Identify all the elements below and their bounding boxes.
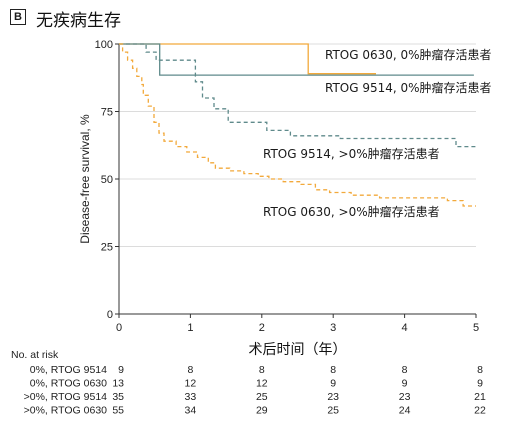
x-tick-label: 0 [116,322,122,334]
series-line-4 [119,43,476,207]
risk-cell: 9 [330,378,336,390]
risk-cell: 25 [256,391,268,403]
axes: 0 25 50 75 100 0 1 2 3 4 5 术后时间（年） Disease-free surv… [78,39,479,358]
series-lines [119,43,476,207]
series-label-3: RTOG 9514, >0%肿瘤存活患者 [263,146,440,161]
risk-cell: 34 [185,405,197,417]
risk-cell: 23 [399,391,411,403]
risk-cell: 8 [330,364,336,376]
risk-cell: 9 [477,378,483,390]
y-tick-label: 25 [101,242,113,254]
risk-cell: 8 [259,364,265,376]
panel-label: B [10,9,26,25]
risk-row-label: >0%, RTOG 0630 [24,405,108,417]
risk-row-label: 0%, RTOG 9514 [30,364,107,376]
risk-cell: 12 [185,378,197,390]
x-tick-label: 5 [473,322,479,334]
y-tick-label: 50 [101,174,113,186]
risk-cell: 33 [185,391,197,403]
risk-row-label: 0%, RTOG 0630 [30,378,107,390]
risk-cell: 9 [402,378,408,390]
risk-cell: 29 [256,405,268,417]
risk-cell: 24 [399,405,411,417]
risk-row-label: >0%, RTOG 9514 [24,391,108,403]
risk-cell: 9 [118,364,124,376]
x-tick-label: 2 [259,322,265,334]
risk-cell: 13 [112,378,124,390]
risk-cell: 8 [402,364,408,376]
y-axis-label: Disease-free survival, % [78,114,92,244]
y-tick-label: 100 [95,39,113,51]
risk-cell: 25 [327,405,339,417]
risk-cell: 35 [112,391,124,403]
x-axis-label: 术后时间（年） [249,342,347,358]
y-tick-label: 75 [101,107,113,119]
series-line-3 [119,43,476,148]
x-tick-label: 1 [187,322,193,334]
series-label-4: RTOG 0630, >0%肿瘤存活患者 [263,204,440,219]
panel-title: 无疾病生存 [36,11,121,31]
risk-table: No. at risk 0%, RTOG 9514 9 8 8 8 8 8 0%, RTOG 0… [11,349,486,417]
series-line-1 [119,43,376,75]
x-tick-label: 4 [402,322,408,334]
series-labels: RTOG 0630, 0%肿瘤存活患者 RTOG 9514, 0%肿瘤存活患者 RT… [263,47,492,219]
risk-cell: 8 [477,364,483,376]
risk-cell: 21 [474,391,486,403]
risk-cell: 55 [112,405,124,417]
risk-cell: 23 [327,391,339,403]
risk-cell: 22 [474,405,486,417]
x-tick-label: 3 [330,322,336,334]
risk-table-header: No. at risk [11,349,59,361]
risk-cell: 12 [256,378,268,390]
series-label-1: RTOG 0630, 0%肿瘤存活患者 [325,47,492,62]
y-tick-label: 0 [107,309,113,321]
risk-cell: 8 [187,364,193,376]
series-label-2: RTOG 9514, 0%肿瘤存活患者 [325,80,492,95]
